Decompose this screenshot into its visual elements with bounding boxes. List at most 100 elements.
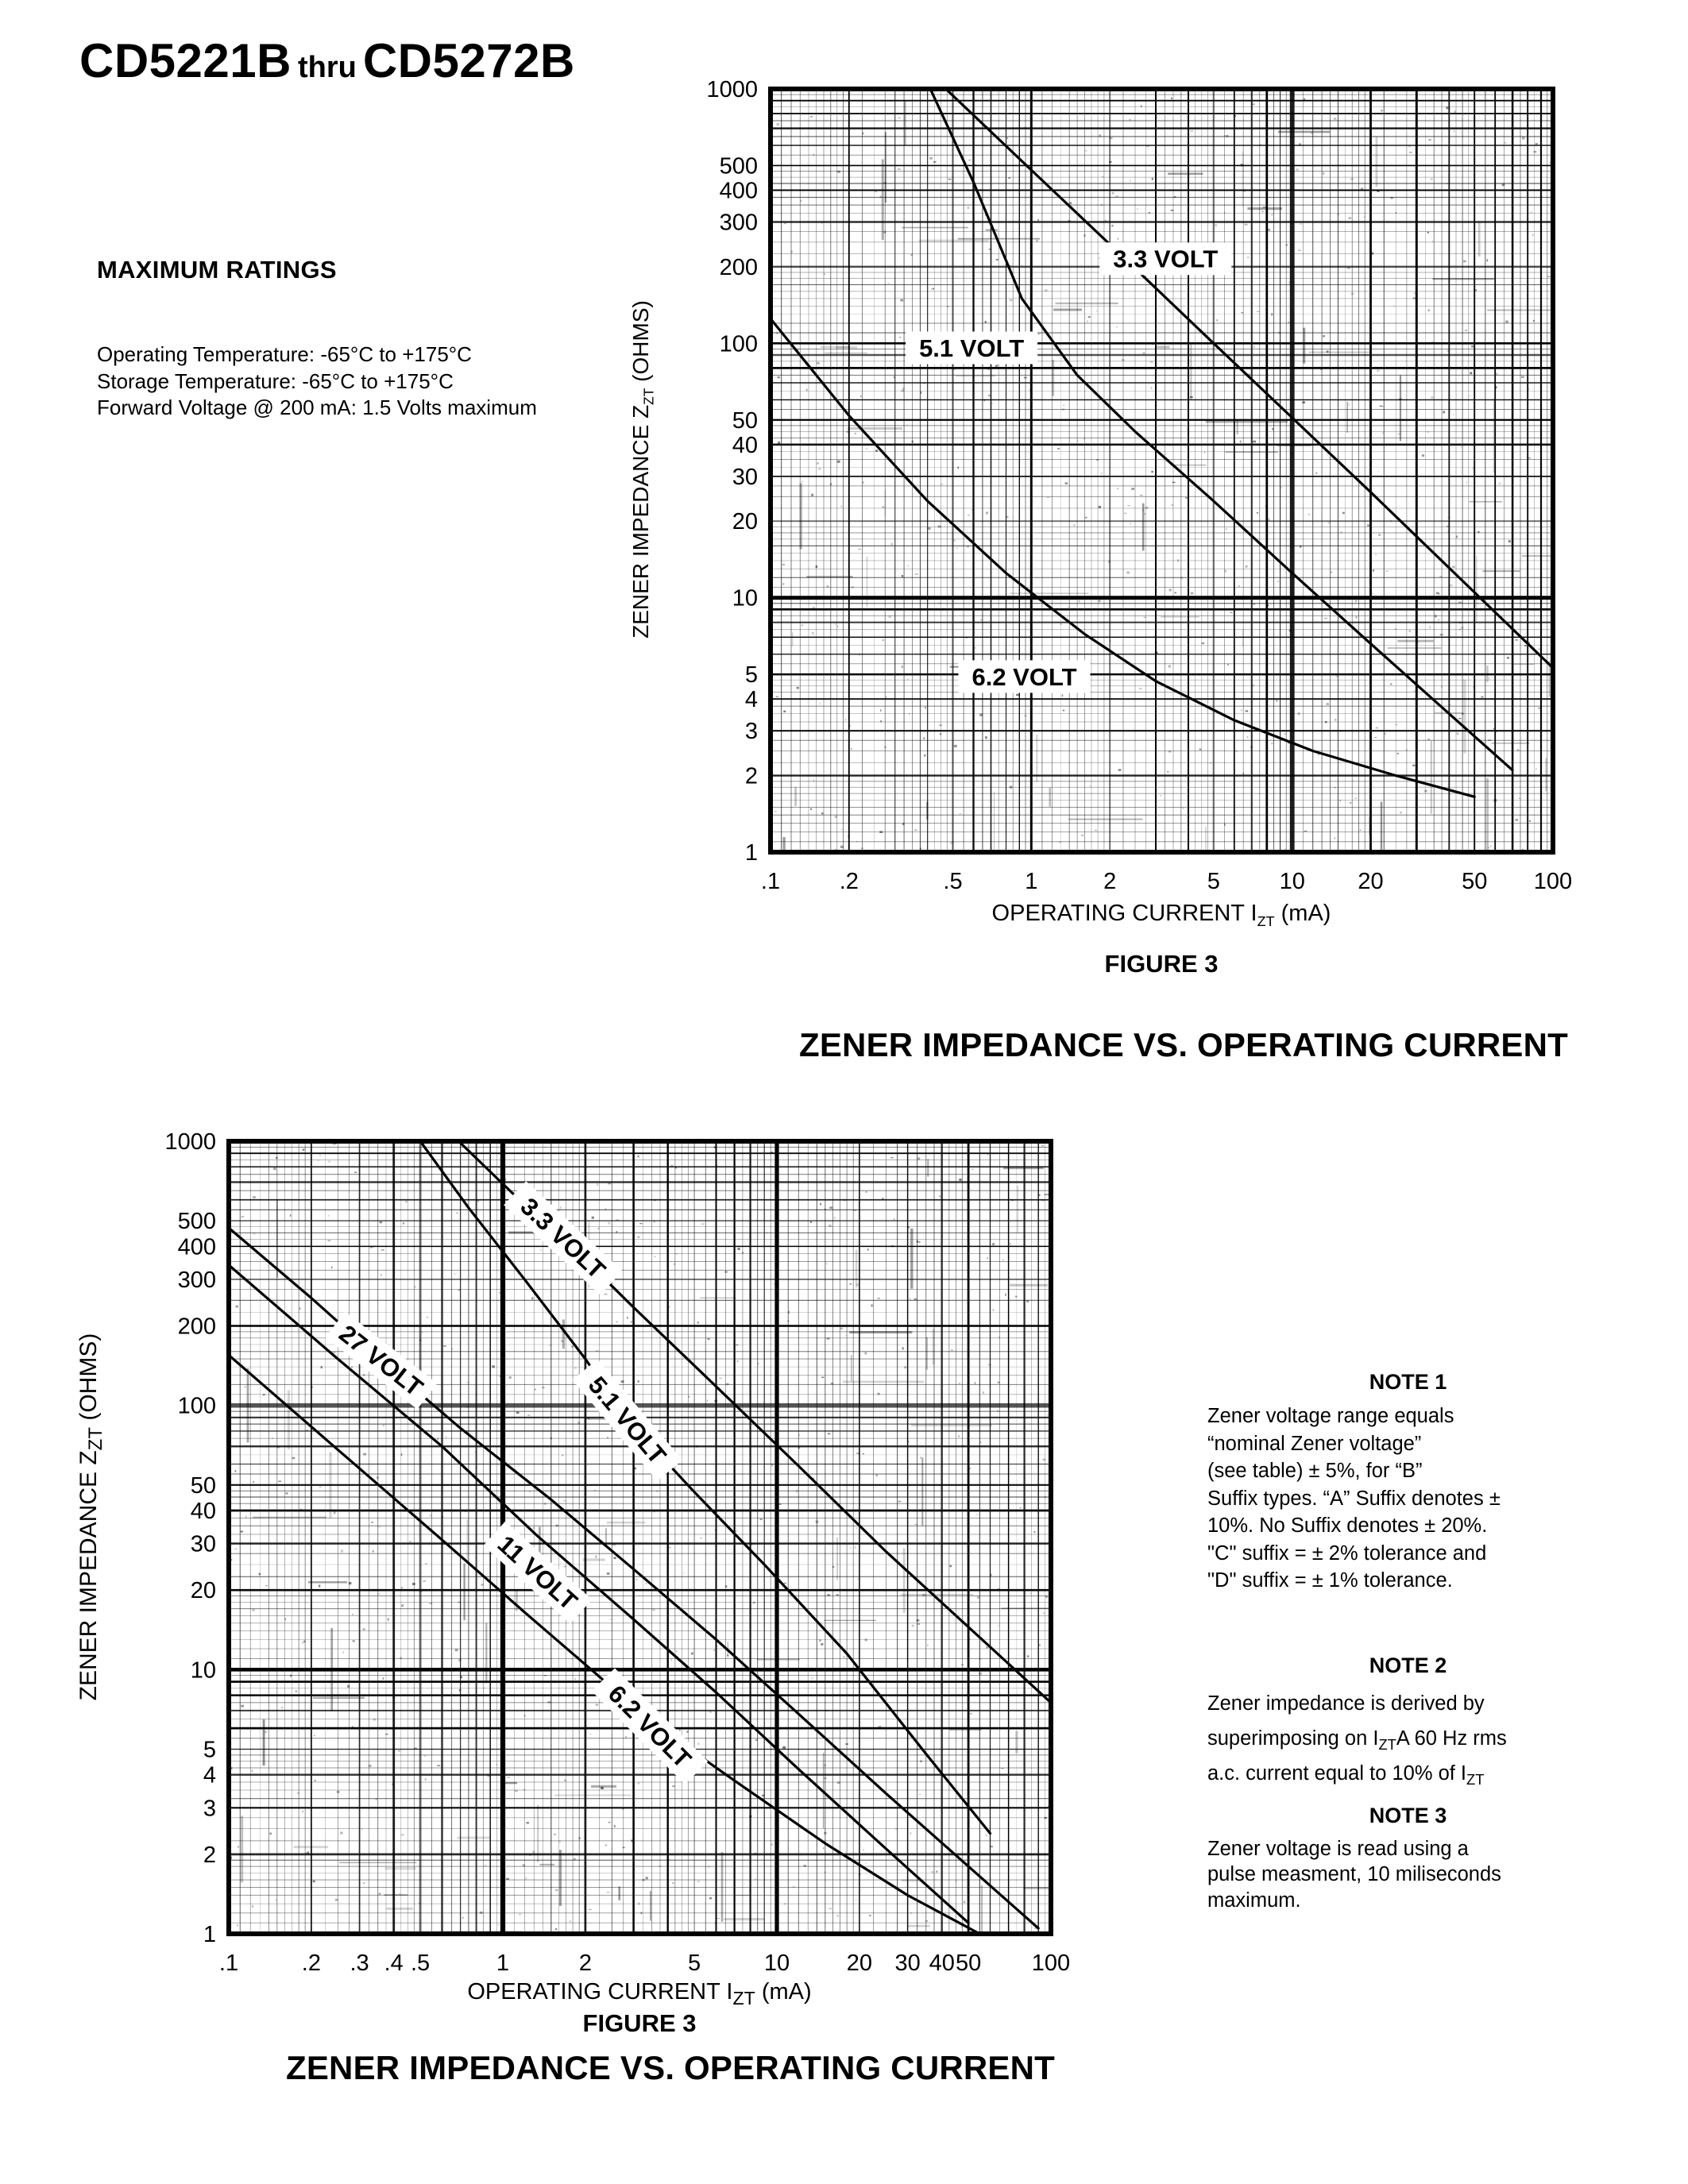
svg-text:2: 2: [1103, 869, 1116, 894]
note-1-line: Suffix types. “A” Suffix denotes ±: [1207, 1487, 1501, 1510]
svg-text:200: 200: [720, 255, 758, 280]
chart-title-bottom: ZENER IMPEDANCE VS. OPERATING CURRENT: [285, 2049, 1056, 2086]
svg-text:20: 20: [191, 1578, 216, 1603]
notes-panel: NOTE 1 Zener voltage range equals “nomin…: [1207, 1370, 1609, 1913]
svg-text:2: 2: [745, 764, 758, 789]
svg-text:100: 100: [1534, 869, 1572, 894]
svg-text:500: 500: [720, 153, 758, 179]
svg-text:5.1 VOLT: 5.1 VOLT: [919, 334, 1024, 362]
svg-text:400: 400: [720, 179, 758, 204]
svg-text:.1: .1: [761, 869, 780, 894]
svg-text:.4: .4: [384, 1951, 404, 1976]
svg-text:50: 50: [191, 1473, 216, 1499]
svg-text:300: 300: [178, 1268, 216, 1293]
note-1-line: (see table) ± 5%, for “B”: [1207, 1460, 1423, 1482]
note-1-line: 10%. No Suffix denotes ± 20%.: [1207, 1515, 1488, 1537]
rating-line-operating-temp: Operating Temperature: -65°C to +175°C: [97, 342, 472, 366]
svg-text:1: 1: [745, 840, 758, 866]
note-3-line: pulse measment, 10 miliseconds: [1207, 1863, 1501, 1885]
svg-text:30: 30: [894, 1951, 920, 1976]
note-1-line: Zener voltage range equals: [1207, 1405, 1454, 1427]
svg-text:1000: 1000: [164, 1129, 216, 1155]
svg-text:1: 1: [1025, 869, 1037, 894]
thru-label: thru: [297, 51, 357, 84]
curve-label-5.1-volt: 5.1 VOLT: [906, 331, 1038, 365]
svg-text:50: 50: [956, 1951, 981, 1976]
svg-text:20: 20: [847, 1951, 872, 1976]
svg-text:3.3 VOLT: 3.3 VOLT: [1113, 245, 1218, 273]
svg-text:6.2 VOLT: 6.2 VOLT: [971, 663, 1076, 691]
svg-text:200: 200: [178, 1314, 216, 1340]
svg-text:.5: .5: [943, 869, 962, 894]
part-number-end: CD5272B: [362, 34, 575, 87]
note-1-heading: NOTE 1: [1369, 1370, 1447, 1394]
svg-text:.2: .2: [840, 869, 859, 894]
svg-text:4: 4: [203, 1763, 216, 1788]
note-1-line: "C" suffix = ± 2% tolerance and: [1207, 1542, 1487, 1565]
x-axis-title-bottom: OPERATING CURRENT IZT (mA): [467, 1979, 812, 2008]
svg-text:.5: .5: [411, 1951, 430, 1976]
svg-text:40: 40: [929, 1951, 955, 1976]
y-axis-title-bottom: ZENER IMPEDANCE ZZT (OHMS): [75, 1333, 106, 1701]
svg-text:3: 3: [745, 719, 758, 744]
note-1-line: “nominal Zener voltage”: [1207, 1432, 1422, 1455]
note-2: NOTE 2 Zener impedance is derived by sup…: [1207, 1653, 1609, 1791]
svg-text:1: 1: [203, 1922, 216, 1947]
svg-text:2: 2: [579, 1951, 592, 1976]
svg-text:1: 1: [496, 1951, 509, 1976]
note-1: NOTE 1 Zener voltage range equals “nomin…: [1207, 1370, 1609, 1595]
x-axis-title-top: OPERATING CURRENT IZT (mA): [991, 901, 1331, 929]
svg-text:5: 5: [688, 1951, 701, 1976]
doc-title: CD5221B thru CD5272B: [79, 33, 575, 88]
note-2-heading: NOTE 2: [1369, 1653, 1447, 1677]
note-3-line: Zener voltage is read using a: [1207, 1837, 1469, 1860]
curve-label-6.2-volt: 6.2 VOLT: [958, 660, 1091, 693]
svg-text:10: 10: [732, 586, 758, 612]
rating-line-storage-temp: Storage Temperature: -65°C to +175°C: [97, 369, 454, 393]
tick-labels: .1.2.5 1 2 5 10 20 50 1001000500400300200100504…: [706, 77, 1572, 894]
svg-text:30: 30: [191, 1532, 216, 1557]
svg-text:40: 40: [191, 1499, 216, 1524]
rating-line-forward-voltage: Forward Voltage @ 200 mA: 1.5 Volts maxi…: [97, 396, 537, 419]
svg-text:5: 5: [203, 1738, 216, 1763]
svg-text:2: 2: [203, 1843, 216, 1868]
svg-text:5: 5: [1207, 869, 1220, 894]
svg-text:100: 100: [178, 1394, 216, 1419]
svg-text:20: 20: [732, 509, 758, 534]
maximum-ratings-section: MAXIMUM RATINGS Operating Temperature: -…: [97, 256, 537, 422]
svg-text:10: 10: [764, 1951, 790, 1976]
curve-label-3.3-volt: 3.3 VOLT: [1099, 242, 1232, 276]
svg-text:.1: .1: [219, 1951, 238, 1976]
svg-text:.2: .2: [302, 1951, 321, 1976]
note-1-line: "D" suffix = ± 1% tolerance.: [1207, 1569, 1453, 1592]
svg-text:50: 50: [1462, 869, 1487, 894]
chart-title-mid: ZENER IMPEDANCE VS. OPERATING CURRENT: [798, 1026, 1569, 1063]
svg-text:3: 3: [203, 1796, 216, 1821]
svg-text:1000: 1000: [706, 77, 758, 102]
svg-text:50: 50: [732, 408, 758, 434]
svg-text:100: 100: [1032, 1951, 1070, 1976]
note-2-line: superimposing on IZTA 60 Hz rms: [1207, 1727, 1507, 1753]
svg-text:40: 40: [732, 433, 758, 458]
note-3: NOTE 3 Zener voltage is read using a pul…: [1207, 1804, 1609, 1914]
figure-caption-top: FIGURE 3: [1104, 950, 1219, 978]
svg-text:10: 10: [191, 1657, 216, 1683]
note-2-line: Zener impedance is derived by: [1207, 1692, 1485, 1715]
tick-labels: .1.2.3.4.5 1 2 5 10 20 30 40 50 10010005004003002…: [164, 1129, 1070, 1976]
svg-text:500: 500: [178, 1209, 216, 1234]
svg-text:4: 4: [745, 687, 758, 712]
maximum-ratings-heading: MAXIMUM RATINGS: [97, 256, 337, 284]
note-2-line: a.c. current equal to 10% of IZT: [1207, 1761, 1485, 1788]
svg-text:400: 400: [178, 1234, 216, 1260]
figure-caption-bottom: FIGURE 3: [582, 2009, 697, 2037]
svg-text:5: 5: [745, 662, 758, 688]
svg-text:10: 10: [1280, 869, 1305, 894]
y-axis-title-top: ZENER IMPEDANCE ZZT (OHMS): [628, 300, 657, 639]
svg-text:100: 100: [720, 331, 758, 357]
note-3-heading: NOTE 3: [1369, 1803, 1447, 1827]
note-3-line: maximum.: [1207, 1889, 1301, 1912]
part-number-start: CD5221B: [79, 34, 292, 87]
